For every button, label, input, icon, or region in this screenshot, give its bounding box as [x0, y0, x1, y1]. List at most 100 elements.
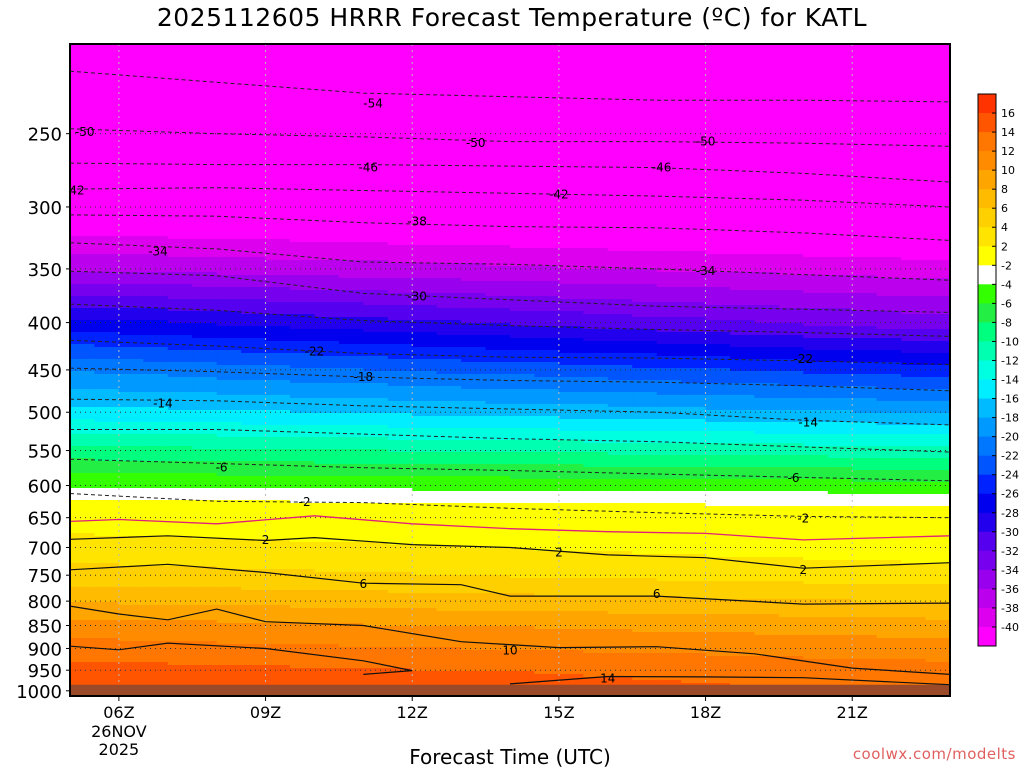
temperature-band — [241, 44, 267, 240]
temperature-band — [583, 314, 609, 330]
temperature-band — [656, 614, 682, 633]
temperature-band — [167, 446, 193, 462]
temperature-band — [216, 44, 242, 240]
temperature-band — [534, 479, 560, 492]
temperature-band — [412, 428, 438, 441]
temperature-band — [412, 320, 438, 333]
temperature-band — [461, 44, 487, 246]
temperature-band — [778, 443, 805, 456]
temperature-band — [241, 425, 267, 438]
temperature-band — [216, 449, 242, 462]
temperature-band — [754, 44, 780, 255]
temperature-band — [754, 455, 780, 468]
temperature-band — [167, 410, 193, 423]
colorbar-swatch — [978, 151, 996, 171]
temperature-band — [730, 491, 756, 507]
temperature-band — [94, 434, 120, 447]
temperature-band — [70, 236, 96, 255]
temperature-band — [876, 425, 902, 435]
temperature-band — [216, 350, 242, 366]
temperature-band — [803, 44, 829, 258]
temperature-band — [803, 338, 829, 351]
temperature-band — [485, 296, 511, 309]
temperature-band — [558, 299, 585, 312]
temperature-band — [901, 470, 927, 483]
temperature-band — [461, 476, 487, 492]
temperature-band — [534, 491, 560, 504]
temperature-band — [338, 476, 365, 489]
y-tick-label: 450 — [28, 361, 62, 382]
temperature-band — [583, 629, 609, 654]
y-tick-label: 950 — [28, 661, 62, 682]
temperature-band — [510, 338, 536, 351]
temperature-band — [901, 617, 927, 639]
temperature-band — [558, 464, 585, 480]
temperature-band — [656, 302, 682, 318]
x-tick-label: 18Z — [690, 703, 721, 722]
temperature-band — [338, 302, 365, 318]
temperature-band — [778, 455, 805, 468]
temperature-band — [192, 392, 218, 411]
temperature-band — [387, 608, 413, 627]
temperature-band — [583, 44, 609, 249]
temperature-band — [510, 464, 536, 480]
temperature-band — [387, 503, 413, 546]
temperature-band — [925, 446, 950, 459]
temperature-band — [852, 257, 878, 276]
temperature-band — [534, 650, 560, 675]
temperature-band — [241, 380, 267, 396]
temperature-band — [803, 350, 829, 363]
temperature-band — [265, 539, 291, 570]
temperature-band — [265, 623, 291, 645]
temperature-band — [607, 329, 633, 342]
temperature-band — [241, 239, 267, 258]
colorbar-tick-label: -36 — [1001, 583, 1019, 596]
temperature-band — [363, 371, 389, 384]
temperature-band — [705, 506, 731, 558]
temperature-band — [118, 587, 145, 606]
temperature-band — [241, 410, 267, 426]
temperature-band — [558, 353, 585, 366]
temperature-band — [70, 308, 96, 321]
temperature-band — [70, 434, 96, 447]
temperature-band — [314, 488, 340, 504]
temperature-band — [338, 242, 365, 261]
temperature-band — [852, 413, 878, 423]
temperature-band — [118, 605, 145, 621]
temperature-band — [314, 464, 340, 477]
temperature-band — [216, 539, 242, 570]
temperature-band — [363, 464, 389, 477]
temperature-band — [852, 422, 878, 435]
temperature-band — [167, 239, 193, 258]
temperature-band — [314, 503, 340, 543]
temperature-band — [925, 44, 950, 261]
temperature-band — [412, 452, 438, 465]
temperature-band — [290, 449, 316, 462]
temperature-band — [436, 464, 462, 477]
temperature-band — [143, 296, 169, 309]
temperature-band — [901, 44, 927, 261]
temperature-band — [70, 389, 96, 408]
temperature-band — [387, 245, 413, 264]
temperature-band — [118, 392, 145, 408]
temperature-band — [70, 446, 96, 459]
temperature-band — [754, 581, 780, 600]
temperature-band — [314, 368, 340, 384]
temperature-band — [754, 290, 780, 306]
temperature-band — [436, 416, 462, 429]
temperature-band — [94, 254, 120, 273]
temperature-band — [607, 653, 633, 678]
temperature-band — [852, 44, 878, 258]
temperature-band — [436, 335, 462, 348]
temperature-band — [607, 455, 633, 468]
temperature-band — [558, 503, 585, 552]
temperature-band — [754, 467, 780, 480]
temperature-band — [705, 599, 731, 615]
temperature-band — [681, 302, 707, 318]
temperature-band — [118, 620, 145, 642]
temperature-band — [485, 416, 511, 429]
temperature-band — [412, 647, 438, 672]
temperature-band — [485, 650, 511, 672]
contour-label: 2 — [800, 563, 808, 577]
temperature-band — [852, 584, 878, 603]
